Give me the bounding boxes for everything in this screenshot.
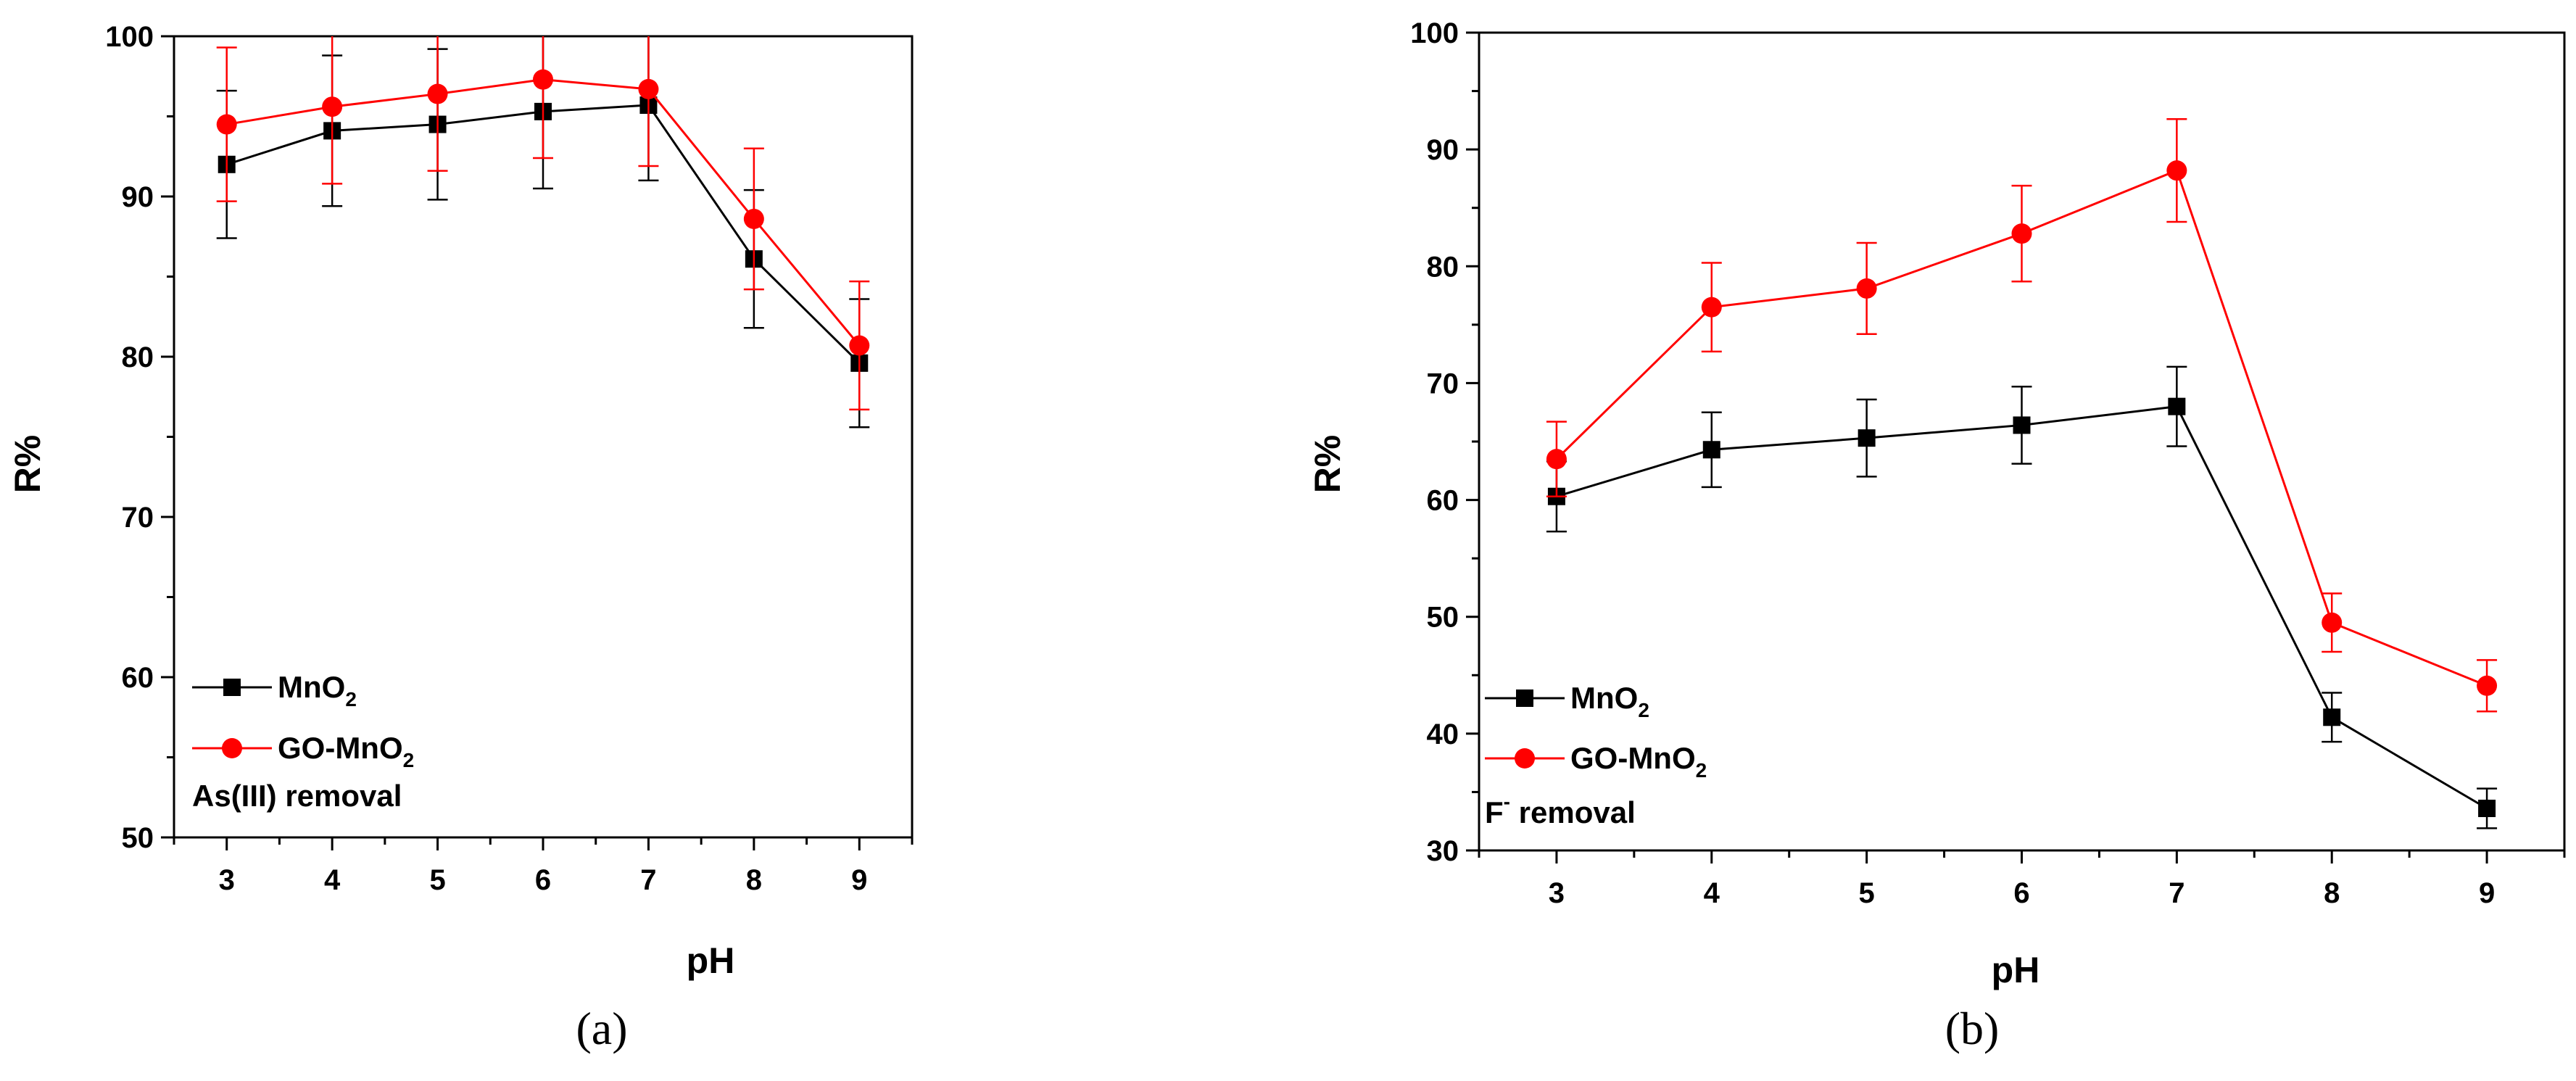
x-tick-label: 9 [2479,877,2495,909]
y-axis-title: R% [7,435,48,494]
x-tick-label: 3 [219,864,235,896]
legend-label-subscript: 2 [1696,759,1707,782]
y-axis-title: R% [1307,435,1348,494]
annotation-superscript: - [1504,790,1510,813]
legend-label: GO-MnO2 [1570,741,1707,782]
removal-annotation: As(III) removal [192,779,402,813]
y-tick-label: 60 [122,662,154,694]
x-tick-label: 7 [2169,877,2184,909]
data-point [849,335,870,356]
y-tick-label: 50 [1427,602,1459,634]
x-tick-label: 4 [324,864,341,896]
x-tick-label: 5 [429,864,445,896]
legend-label-main: GO-MnO [1570,741,1696,775]
legend-label-subscript: 2 [403,749,415,771]
data-point [2168,397,2186,415]
x-tick-label: 4 [1704,877,1720,909]
y-tick-label: 70 [122,502,154,534]
x-tick-label: 8 [2324,877,2340,909]
data-point [2013,416,2031,434]
series-line [1556,405,2488,810]
annotation-main: F [1485,795,1504,829]
legend-label-main: GO-MnO [278,731,403,765]
panel-label: (a) [576,1003,627,1054]
data-point [1856,278,1877,299]
legend-label: MnO2 [1570,681,1649,721]
data-point [322,96,343,117]
y-tick-label: 70 [1427,368,1459,399]
data-point [2478,799,2496,817]
legend-label: GO-MnO2 [278,731,414,771]
legend-marker [223,679,241,696]
x-tick-label: 6 [535,864,551,896]
legend-label-main: MnO [1570,681,1638,715]
removal-annotation: F- removal [1485,790,1636,829]
x-tick-label: 8 [746,864,762,896]
legend-label-subscript: 2 [345,688,357,711]
data-point [743,208,764,229]
legend-marker [1515,748,1535,769]
y-tick-label: 30 [1427,835,1459,867]
series-go-mno2 [216,36,870,411]
y-tick-label: 60 [1427,485,1459,517]
y-tick-label: 50 [122,822,154,854]
annotation-rest: removal [1510,795,1636,829]
data-point [216,114,237,135]
data-point [2011,223,2032,244]
data-point [427,83,448,104]
y-tick-label: 90 [122,181,154,213]
y-tick-label: 80 [1427,251,1459,283]
data-point [1546,449,1567,470]
data-point [2323,708,2341,726]
y-tick-label: 80 [122,341,154,373]
legend-label-subscript: 2 [1638,699,1649,721]
data-point [2477,675,2498,696]
y-tick-label: 40 [1427,718,1459,750]
x-tick-label: 7 [640,864,656,896]
x-axis-title: pH [1992,950,2040,990]
legend-label-main: MnO [278,670,345,704]
data-point [2322,612,2343,633]
data-point [1701,297,1722,318]
series-go-mno2 [1546,117,2498,713]
y-tick-label: 100 [105,21,154,53]
x-tick-label: 9 [851,864,867,896]
panel-label: (b) [1945,1003,2000,1054]
x-tick-label: 6 [2013,877,2029,909]
legend-label: MnO2 [278,670,357,711]
legend-marker [222,738,242,758]
data-point [2166,160,2187,181]
y-tick-label: 90 [1427,134,1459,166]
legend-marker [1516,689,1533,707]
x-axis-title: pH [687,940,735,981]
x-tick-label: 3 [1549,877,1565,909]
data-point [1702,441,1720,459]
x-tick-label: 5 [1859,877,1875,909]
data-point [533,69,553,90]
y-tick-label: 100 [1410,17,1459,49]
data-point [638,78,659,99]
data-point [1858,429,1876,447]
